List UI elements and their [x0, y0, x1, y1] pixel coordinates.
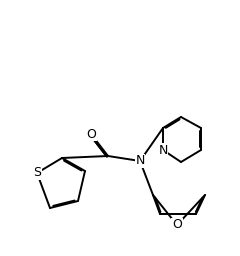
Text: N: N: [135, 155, 145, 167]
Text: N: N: [158, 144, 168, 156]
Text: O: O: [86, 127, 96, 141]
Text: O: O: [172, 219, 182, 231]
Text: S: S: [33, 166, 41, 179]
